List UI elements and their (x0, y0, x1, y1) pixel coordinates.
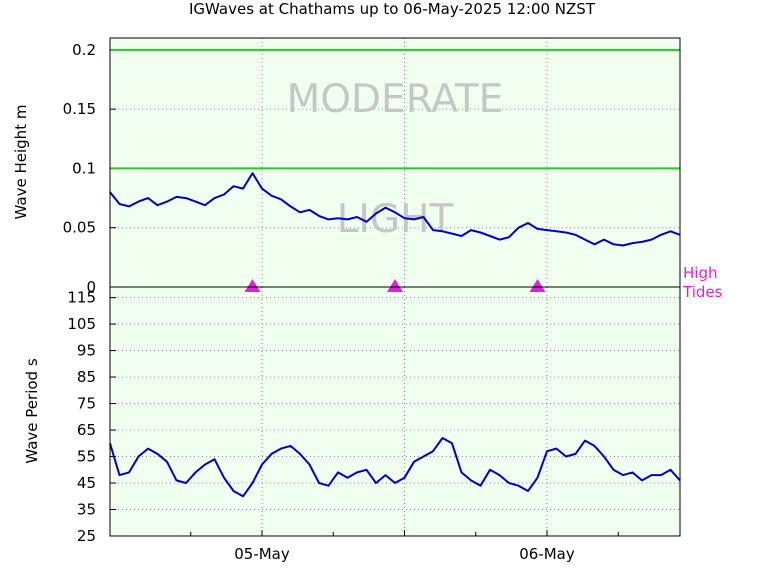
height-series (109, 172, 681, 247)
period-y-tick-labels: 25 35 45 55 65 75 85 95 105 115 (67, 289, 96, 545)
height-y-tick-label: 0.2 (72, 41, 96, 59)
high-tide-marker (387, 279, 403, 292)
period-y-tick-label: 55 (77, 448, 96, 466)
period-y-tick-label: 35 (77, 501, 96, 519)
period-y-tick-label: 75 (77, 395, 96, 413)
height-y-tick-labels: 0 0.05 0.1 0.15 0.2 (63, 41, 96, 296)
height-y-tick-label: 0 (86, 278, 96, 296)
moderate-band-label: MODERATE (287, 77, 504, 122)
period-plot-area (110, 287, 680, 536)
height-y-tick-label: 0.05 (63, 219, 96, 237)
period-y-tick-label: 95 (77, 342, 96, 360)
x-tick-label: 05-May (234, 545, 290, 563)
wave-height-line (109, 172, 681, 247)
wave-period-line (109, 437, 681, 498)
period-series (109, 437, 681, 498)
period-y-tick-label: 115 (67, 289, 96, 307)
period-y-tick-label: 45 (77, 474, 96, 492)
period-y-tick-label: 25 (77, 527, 96, 545)
height-y-tick-label: 0.1 (72, 159, 96, 177)
period-y-tick-label: 105 (67, 315, 96, 333)
x-tick-label: 06-May (519, 545, 575, 563)
period-y-tick-label: 65 (77, 421, 96, 439)
high-tides-label-line1: High (683, 264, 717, 282)
period-axis-label: Wave Period s (23, 358, 41, 463)
height-y-tick-label: 0.15 (63, 100, 96, 118)
period-y-tick-label: 85 (77, 368, 96, 386)
high-tides-label-line2: Tides (682, 283, 723, 301)
light-band-label: LIGHT (337, 197, 454, 242)
high-tide-markers (244, 279, 546, 292)
threshold-lines (110, 48, 680, 170)
chart-title: IGWaves at Chathams up to 06-May-2025 12… (189, 0, 596, 18)
high-tide-marker (244, 279, 261, 292)
high-tide-marker (529, 279, 546, 292)
x-tick-labels: 05-May 06-May (234, 545, 575, 563)
height-plot-area (110, 38, 680, 287)
height-axis-label: Wave Height m (12, 105, 30, 220)
